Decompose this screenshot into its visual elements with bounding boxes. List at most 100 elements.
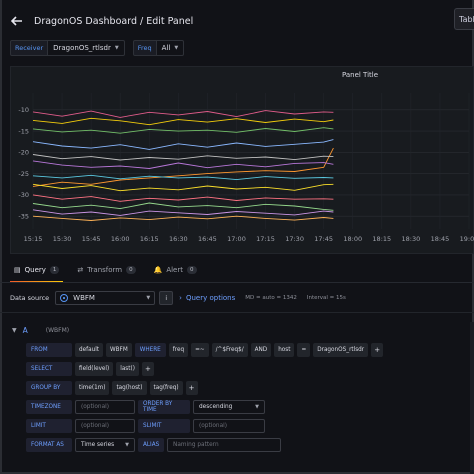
back-arrow-icon[interactable] [8, 12, 26, 30]
group-by-time-segment[interactable]: time(1m) [75, 381, 110, 395]
select-field-segment[interactable]: field(level) [75, 362, 114, 376]
back-arrow-svg [11, 16, 22, 26]
series-line [32, 209, 334, 216]
x-tick-label: 18:00 [343, 235, 362, 243]
where-value-host[interactable]: DragonOS_rtlsdr [313, 343, 369, 357]
y-tick-label: -10 [18, 106, 29, 114]
timezone-keyword: TIMEZONE [26, 400, 72, 414]
where-operator-equals[interactable]: = [297, 343, 311, 357]
tab-alert-label: Alert [166, 266, 183, 274]
alias-input[interactable]: Naming pattern [167, 438, 281, 452]
chevron-down-icon: ▼ [125, 442, 129, 448]
query-row-timezone: TIMEZONE (optional) ORDER BY TIME descen… [26, 400, 265, 414]
query-datasource: (WBFM) [45, 326, 70, 334]
bell-icon: 🔔 [153, 266, 163, 274]
y-tick-label: -30 [18, 191, 29, 199]
format-as-value: Time series [81, 442, 115, 448]
series-line [32, 183, 334, 192]
chevron-down-icon: ▼ [174, 45, 179, 51]
series-line [32, 215, 334, 221]
x-tick-label: 16:45 [198, 235, 217, 243]
x-tick-label: 18:45 [431, 235, 450, 243]
datasource-picker[interactable]: WBFM ▼ [55, 291, 156, 305]
database-icon: ▤ [14, 266, 21, 274]
query-row-select: SELECT field(level) last() + [26, 362, 154, 376]
x-tick-label: 16:15 [140, 235, 159, 243]
series-line [32, 117, 334, 126]
x-tick-label: 18:30 [401, 235, 420, 243]
select-function-segment[interactable]: last() [116, 362, 139, 376]
header: DragonOS Dashboard / Edit Panel Tabl [4, 8, 474, 34]
y-tick-label: -15 [18, 127, 29, 135]
add-select-button[interactable]: + [141, 362, 154, 376]
tab-alert[interactable]: 🔔 Alert 0 [150, 262, 201, 278]
order-by-select[interactable]: descending ▼ [193, 400, 265, 414]
tab-query-label: Query [24, 266, 46, 274]
time-series-chart: -10 -15 -20 -25 -30 -35 15:15 15:30 15:45 16:00 16… [18, 93, 474, 243]
y-tick-label: -20 [18, 149, 29, 157]
series-line [32, 139, 334, 150]
add-group-by-button[interactable]: + [185, 381, 198, 395]
x-tick-label: 19:00 [460, 235, 474, 243]
page-title: DragonOS Dashboard / Edit Panel [34, 15, 194, 27]
format-as-select[interactable]: Time series ▼ [75, 438, 135, 452]
group-by-tag-host[interactable]: tag(host) [112, 381, 147, 395]
variable-select-freq[interactable]: All ▼ [156, 40, 185, 56]
variable-select-receiver[interactable]: DragonOS_rtlsdr ▼ [48, 40, 125, 56]
query-header[interactable]: ▼ A (WBFM) [12, 324, 69, 336]
datasource-info-button[interactable]: i [159, 291, 174, 305]
timezone-input[interactable]: (optional) [75, 400, 135, 414]
x-tick-label: 18:15 [372, 235, 391, 243]
transform-icon: ⇄ [77, 266, 84, 274]
slimit-input[interactable]: (optional) [193, 419, 265, 433]
series-line [32, 127, 334, 134]
chevron-down-icon: ▼ [114, 45, 119, 51]
series-line [32, 110, 334, 118]
panel-title: Panel Title [341, 71, 379, 79]
group-by-tag-freq[interactable]: tag(freq) [149, 381, 183, 395]
x-tick-label: 16:30 [169, 235, 188, 243]
tab-query-count: 1 [49, 266, 60, 274]
tabs-divider [0, 282, 474, 283]
influxdb-icon [60, 294, 69, 302]
select-keyword: SELECT [26, 362, 72, 376]
x-tick-label: 16:00 [111, 235, 130, 243]
chevron-down-icon: ▼ [255, 404, 259, 410]
x-tick-label: 17:15 [256, 235, 275, 243]
tab-transform-count: 0 [126, 266, 136, 274]
query-name[interactable]: A [22, 325, 28, 335]
where-key-host[interactable]: host [274, 343, 295, 357]
x-tick-label: 15:45 [82, 235, 101, 243]
limit-input[interactable]: (optional) [75, 419, 135, 433]
panel-preview[interactable]: Panel Title -10 -15 -20 -25 -30 -35 15:15 15:30… [10, 66, 474, 254]
datasource-label: Data source [10, 294, 50, 302]
where-value-freq[interactable]: /^$Freq$/ [211, 343, 248, 357]
tab-query[interactable]: ▤ Query 1 [10, 262, 64, 283]
series-line [32, 202, 334, 211]
group-by-keyword: GROUP BY [26, 381, 72, 395]
where-and-condition[interactable]: AND [250, 343, 272, 357]
query-row-format: FORMAT AS Time series ▼ ALIAS Naming pat… [26, 438, 281, 452]
x-tick-label: 15:30 [53, 235, 72, 243]
tab-transform[interactable]: ⇄ Transform 0 [73, 262, 139, 278]
table-view-button[interactable]: Tabl [454, 8, 474, 30]
retention-policy-segment[interactable]: default [75, 343, 104, 357]
where-operator-regex[interactable]: =~ [191, 343, 209, 357]
query-options-md: MD = auto = 1342 [245, 295, 297, 301]
datasource-selected: WBFM [60, 294, 95, 302]
limit-keyword: LIMIT [26, 419, 72, 433]
chevron-right-icon: › [179, 294, 182, 302]
where-key-freq[interactable]: freq [168, 343, 189, 357]
info-icon: i [165, 294, 167, 302]
x-tick-label: 17:30 [285, 235, 304, 243]
chevron-down-icon[interactable]: ▼ [12, 326, 17, 334]
add-where-button[interactable]: + [371, 343, 384, 357]
query-row-group-by: GROUP BY time(1m) tag(host) tag(freq) + [26, 381, 198, 395]
variable-value-freq: All [161, 44, 171, 52]
query-options-toggle[interactable]: › Query options [179, 294, 235, 302]
datasource-row: Data source WBFM ▼ i › Query options MD … [10, 290, 470, 306]
chevron-down-icon: ▼ [146, 295, 151, 301]
measurement-segment[interactable]: WBFM [106, 343, 132, 357]
order-by-value: descending [199, 404, 233, 410]
scrollbar-track[interactable] [470, 322, 474, 474]
